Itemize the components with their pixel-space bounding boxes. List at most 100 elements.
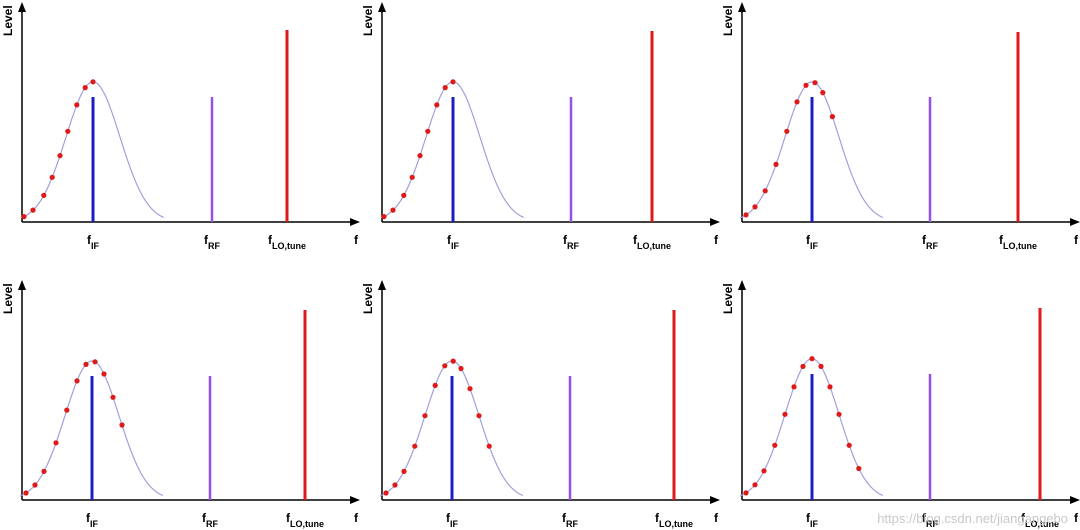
rf-tick-label: fRF xyxy=(202,511,218,529)
sample-point xyxy=(486,443,492,449)
y-axis-arrow xyxy=(738,280,746,290)
sample-point xyxy=(21,214,27,220)
if-tick-label: fIF xyxy=(806,233,819,251)
sample-point xyxy=(32,482,38,488)
sample-point xyxy=(846,442,852,448)
diagram-panel-5: Level f fIF fRF fLO,tune xyxy=(361,280,720,529)
diagram-panel-6: Level f fIF fRF fLO,tune xyxy=(721,280,1080,529)
sample-point xyxy=(800,363,806,369)
sample-point xyxy=(64,407,70,413)
sample-point xyxy=(773,161,779,167)
sample-point xyxy=(476,413,482,419)
sample-point xyxy=(467,386,473,392)
y-axis-label: Level xyxy=(721,5,735,36)
sample-point xyxy=(761,468,767,474)
sample-point xyxy=(836,411,842,417)
watermark: https://blog.csdn.net/jiangangebo xyxy=(877,511,1068,526)
sample-point xyxy=(425,128,431,134)
lo-tick-label: fLO,tune xyxy=(286,511,324,529)
rf-tick-label: fRF xyxy=(563,233,579,251)
rf-tick-label: fRF xyxy=(204,233,220,251)
diagram-panel-4: Level f fIF fRF fLO,tune xyxy=(1,280,360,529)
y-axis-label: Level xyxy=(721,283,735,314)
sample-point xyxy=(409,174,415,180)
sample-point xyxy=(743,490,749,496)
if-tick-label: fIF xyxy=(87,233,100,251)
if-tick-label: fIF xyxy=(86,511,99,529)
x-axis-label: f xyxy=(1074,233,1079,247)
sample-point xyxy=(83,361,89,367)
sample-point xyxy=(809,356,815,362)
sample-point xyxy=(752,482,758,488)
lo-tick-label: fLO,tune xyxy=(655,511,693,529)
y-axis-arrow xyxy=(738,2,746,12)
y-axis-arrow xyxy=(378,280,386,290)
sample-point xyxy=(812,80,818,86)
sample-point xyxy=(803,82,809,88)
lo-tick-label: fLO,tune xyxy=(999,233,1037,251)
sample-point xyxy=(450,358,456,364)
sample-point xyxy=(829,114,836,120)
if-filter-curve xyxy=(739,81,884,219)
sample-point xyxy=(41,468,47,474)
y-axis-label: Level xyxy=(361,5,375,36)
sample-point xyxy=(820,90,826,96)
sample-point xyxy=(434,102,440,108)
y-axis-label: Level xyxy=(1,283,15,314)
y-axis-arrow xyxy=(18,280,26,290)
sample-point xyxy=(450,79,456,85)
sample-point xyxy=(101,371,107,377)
sample-point xyxy=(82,85,88,91)
x-axis-label: f xyxy=(354,511,359,525)
sample-point xyxy=(791,384,797,390)
sample-point xyxy=(782,411,788,417)
x-axis-arrow xyxy=(1070,496,1080,504)
sample-point xyxy=(74,378,80,384)
y-axis-label: Level xyxy=(1,5,15,36)
sample-point xyxy=(90,79,96,85)
sample-point xyxy=(442,363,448,369)
sample-point xyxy=(442,85,448,91)
x-axis-arrow xyxy=(1070,218,1080,226)
x-axis-arrow xyxy=(350,496,360,504)
sample-point xyxy=(23,490,29,496)
sample-point xyxy=(53,440,59,446)
lo-tick-label: fLO,tune xyxy=(633,233,671,251)
sample-point xyxy=(752,204,758,210)
sample-point xyxy=(401,468,407,474)
x-axis-arrow xyxy=(710,218,720,226)
x-axis-arrow xyxy=(710,496,720,504)
sample-point xyxy=(110,394,116,400)
rf-tick-label: fRF xyxy=(922,233,938,251)
sample-point xyxy=(432,382,438,388)
sample-point xyxy=(401,192,407,198)
x-axis-label: f xyxy=(1074,511,1079,525)
sample-point xyxy=(422,413,428,419)
lo-tick-label: fLO,tune xyxy=(268,233,306,251)
if-tick-label: fIF xyxy=(806,511,819,529)
sample-point xyxy=(458,365,464,372)
sample-point xyxy=(827,384,833,390)
sample-point xyxy=(392,482,398,488)
sample-point xyxy=(41,192,47,198)
lo-tick-label: fLO,tune xyxy=(1021,511,1059,529)
sample-point xyxy=(381,214,387,220)
rf-tick-label: fRF xyxy=(562,511,578,529)
sample-point xyxy=(30,207,36,213)
sample-point xyxy=(92,359,98,365)
sample-point xyxy=(383,490,389,496)
y-axis-arrow xyxy=(378,2,386,12)
y-axis-label: Level xyxy=(361,283,375,314)
sample-point xyxy=(390,207,396,213)
y-axis-arrow xyxy=(18,2,26,12)
sample-point xyxy=(119,422,125,428)
sample-point xyxy=(49,174,55,180)
sample-point xyxy=(412,443,418,449)
sample-point xyxy=(743,212,749,218)
x-axis-arrow xyxy=(350,218,360,226)
sample-point xyxy=(856,465,862,472)
if-tick-label: fIF xyxy=(446,511,459,529)
sample-point xyxy=(57,153,63,159)
sample-point xyxy=(65,128,71,134)
